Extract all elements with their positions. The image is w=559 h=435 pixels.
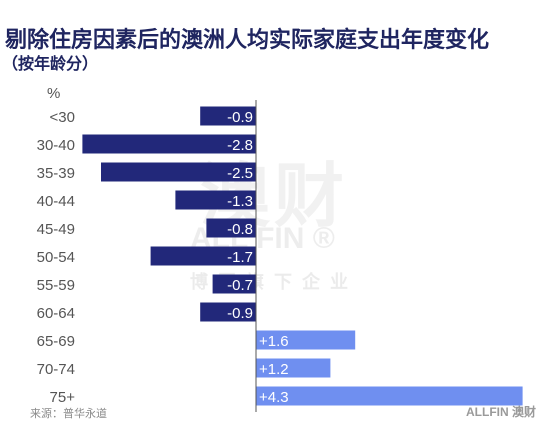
data-label: +1.6 (259, 333, 289, 350)
bar-70-74 (256, 358, 331, 378)
brand-logo: ALLFIN 澳财 (466, 405, 536, 419)
bar-65-69 (256, 330, 356, 350)
bar-<30 (200, 106, 256, 126)
data-label: +1.2 (259, 361, 289, 378)
chart-title: 剔除住房因素后的澳洲人均实际家庭支出年度变化 (5, 28, 490, 53)
bar-55-59 (212, 274, 256, 294)
bar-45-49 (206, 218, 256, 238)
category-label: 50-54 (37, 249, 75, 266)
chart-subtitle: （按年龄分） (2, 54, 99, 73)
data-label: -0.7 (227, 277, 253, 294)
unit-label: % (47, 85, 61, 102)
data-label: -1.7 (227, 249, 253, 266)
header: 剔除住房因素后的澳洲人均实际家庭支出年度变化 （按年龄分） (0, 0, 559, 80)
data-label: -1.3 (227, 193, 253, 210)
category-label: 35-39 (37, 165, 75, 182)
category-label: 75+ (50, 389, 76, 406)
data-label: +4.3 (259, 389, 289, 406)
category-label: 45-49 (37, 221, 75, 238)
bar-35-39 (101, 162, 256, 182)
category-label: 65-69 (37, 333, 75, 350)
bar-75+ (256, 386, 523, 406)
data-label: -0.8 (227, 221, 253, 238)
bar-60-64 (200, 302, 256, 322)
category-label: 70-74 (37, 361, 75, 378)
category-label: 55-59 (37, 277, 75, 294)
category-label: <30 (50, 109, 75, 126)
category-label: 30-40 (37, 137, 75, 154)
source-note: 来源：普华永道 (30, 407, 107, 420)
data-label: -2.5 (227, 165, 253, 182)
data-label: -0.9 (227, 305, 253, 322)
data-label: -2.8 (227, 137, 253, 154)
bar-50-54 (150, 246, 256, 266)
data-label: -0.9 (227, 109, 253, 126)
bar-40-44 (175, 190, 256, 210)
category-label: 60-64 (37, 305, 75, 322)
bar-30-40 (82, 134, 257, 154)
category-label: 40-44 (37, 193, 75, 210)
